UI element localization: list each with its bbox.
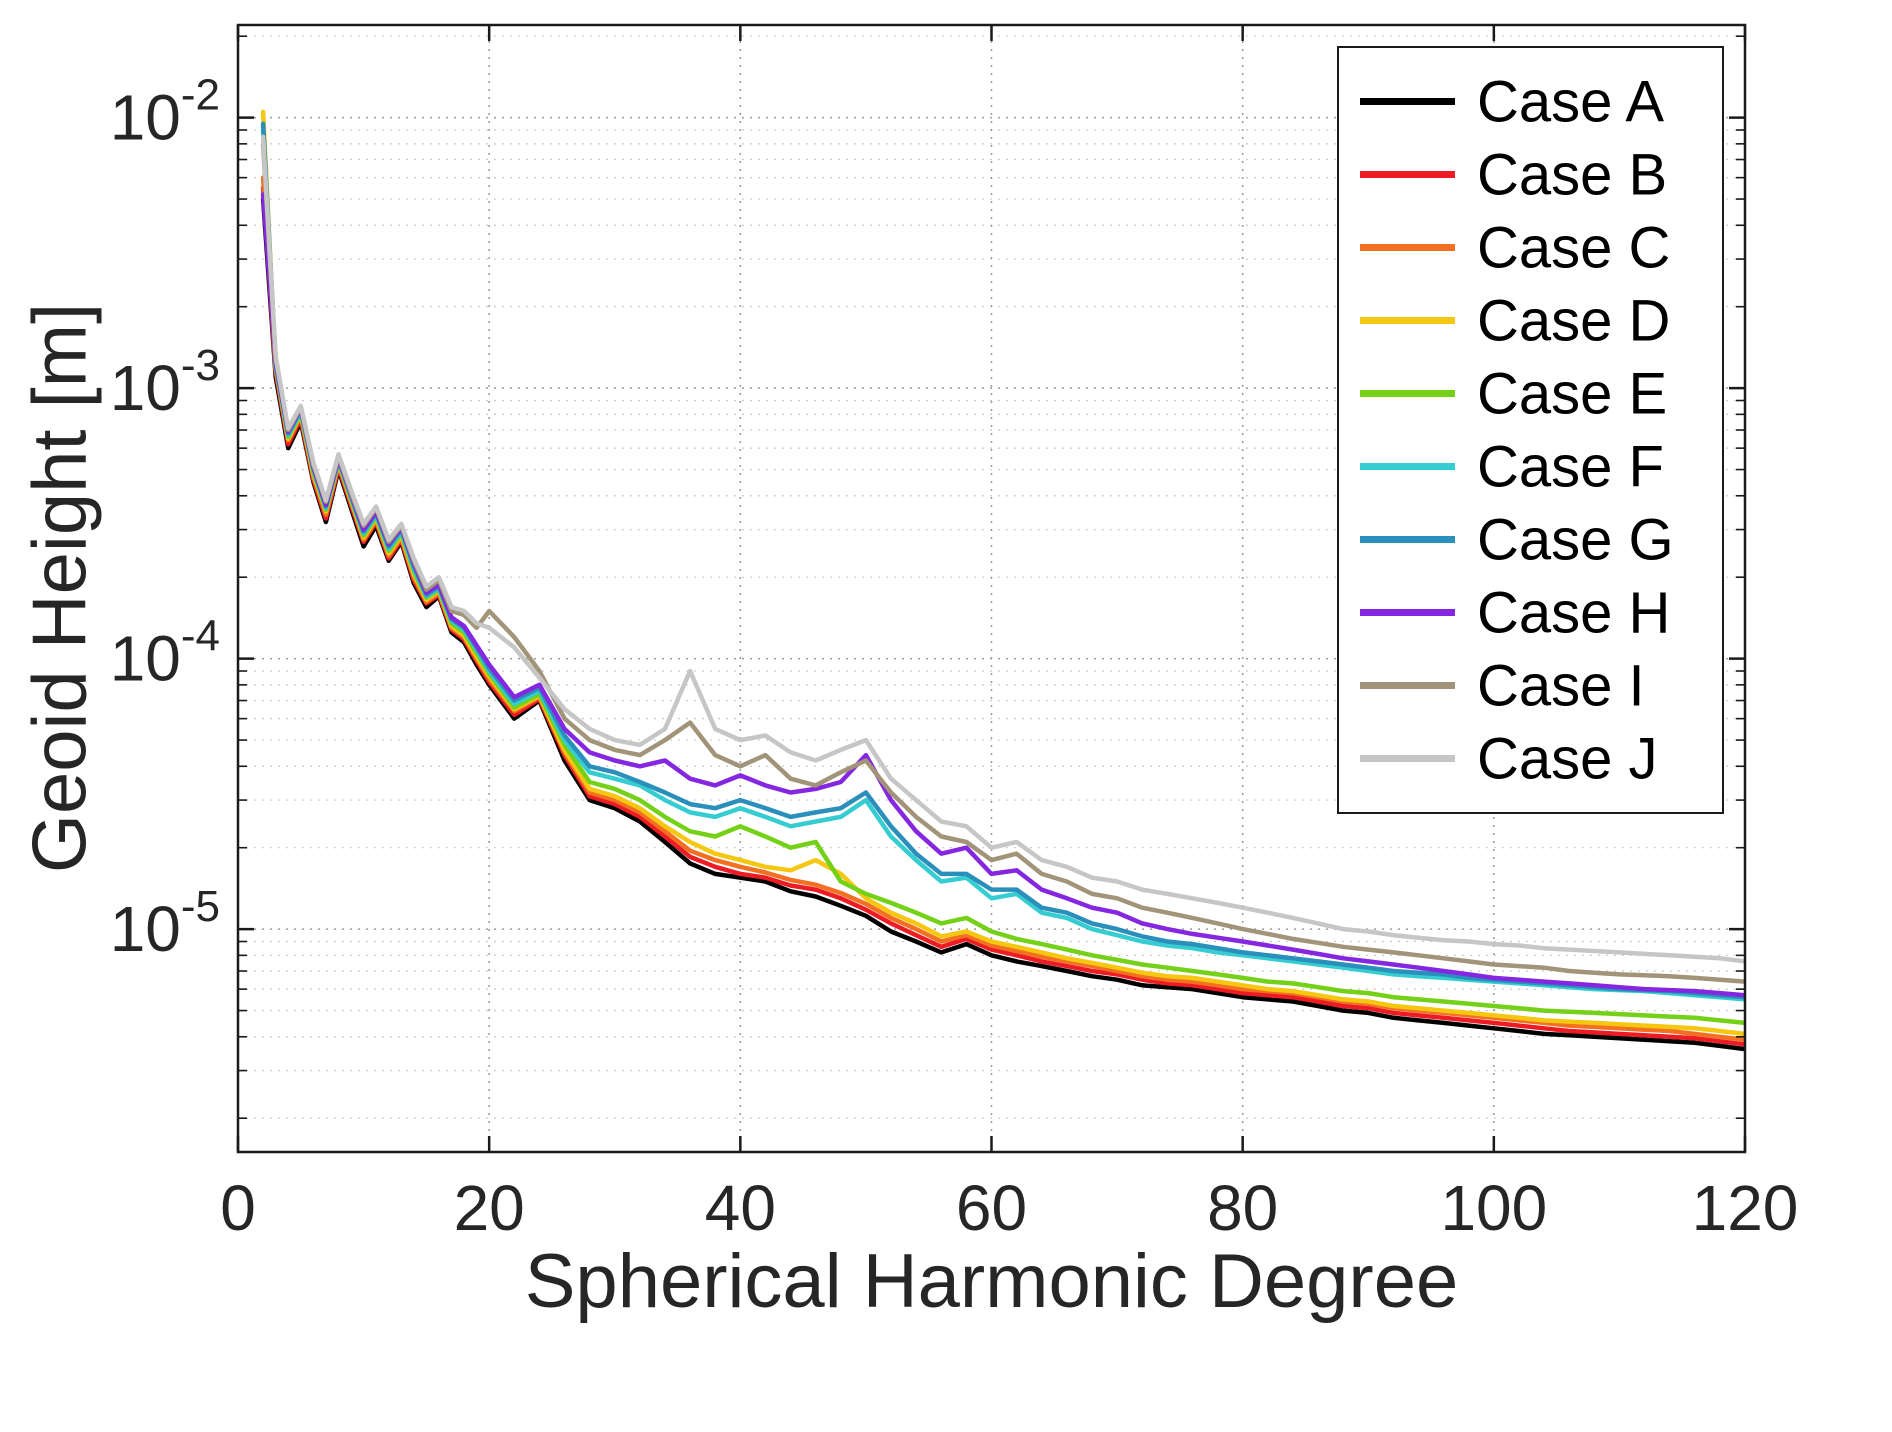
- x-tick-label: 120: [1692, 1172, 1799, 1244]
- legend-label: Case F: [1477, 435, 1664, 500]
- y-tick-label: 10-3: [110, 341, 220, 424]
- legend-label: Case J: [1477, 727, 1658, 792]
- legend-label: Case G: [1477, 508, 1674, 573]
- legend-label: Case C: [1477, 216, 1670, 281]
- y-tick-label: 10-5: [110, 882, 220, 965]
- legend-label: Case H: [1477, 581, 1670, 646]
- x-tick-label: 80: [1207, 1172, 1278, 1244]
- legend-label: Case D: [1477, 289, 1670, 354]
- series-line-case-j: [260, 134, 1745, 964]
- x-tick-label: 20: [454, 1172, 525, 1244]
- y-tick-label: 10-4: [110, 612, 220, 695]
- legend-label: Case I: [1477, 654, 1645, 719]
- legend-label: Case E: [1477, 362, 1667, 427]
- x-tick-label: 0: [220, 1172, 256, 1244]
- x-axis-label: Spherical Harmonic Degree: [524, 1239, 1459, 1324]
- x-tick-label: 60: [956, 1172, 1027, 1244]
- x-tick-label: 100: [1440, 1172, 1547, 1244]
- x-tick-label: 40: [705, 1172, 776, 1244]
- legend-label: Case A: [1477, 70, 1664, 135]
- y-axis-label: Geoid Height [m]: [17, 302, 103, 874]
- legend-label: Case B: [1477, 143, 1667, 208]
- y-tick-label: 10-2: [110, 71, 220, 154]
